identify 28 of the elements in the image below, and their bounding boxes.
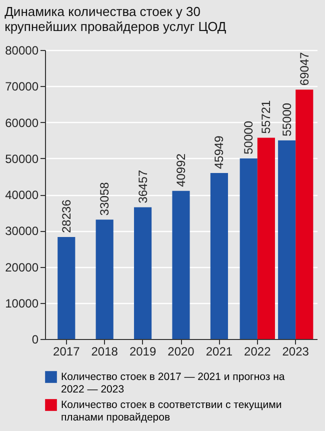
y-tick-label: 80000 xyxy=(5,44,39,58)
data-label: 40992 xyxy=(174,153,188,187)
data-label: 69047 xyxy=(297,52,312,86)
data-label: 45949 xyxy=(212,135,226,170)
data-label: 50000 xyxy=(242,120,256,154)
y-tick-label: 40000 xyxy=(5,188,39,202)
y-tick-label: 50000 xyxy=(5,152,39,166)
legend-label: Количество стоек в соответствии с текущими планами провайдеров xyxy=(61,399,282,424)
legend-label: Количество стоек в 2017 — 2021 и прогноз на 2022 — 2023 xyxy=(61,371,285,396)
y-tick-label: 60000 xyxy=(5,116,39,130)
y-tick-label: 30000 xyxy=(5,224,39,238)
data-label: 36457 xyxy=(136,170,150,204)
y-tick-label: 70000 xyxy=(5,80,39,94)
y-tick-label: 10000 xyxy=(5,296,39,310)
data-label: 33058 xyxy=(98,182,112,216)
x-tick-label: 2022 xyxy=(244,344,272,358)
x-tick-label: 2017 xyxy=(53,344,80,358)
y-tick-label: 0 xyxy=(32,332,39,346)
data-label: 55000 xyxy=(280,102,294,136)
x-tick-label: 2018 xyxy=(91,344,118,358)
x-tick-label: 2021 xyxy=(206,344,233,358)
chart-title: Динамика количества стоек у 30 крупнейших провайдеров услуг ЦОД xyxy=(4,4,226,34)
x-tick-label: 2020 xyxy=(168,344,195,358)
data-label: 55721 xyxy=(259,100,274,134)
x-tick-label: 2019 xyxy=(129,344,156,358)
data-label: 28236 xyxy=(59,199,74,233)
y-tick-label: 20000 xyxy=(5,260,39,274)
x-tick-label: 2023 xyxy=(282,344,310,358)
